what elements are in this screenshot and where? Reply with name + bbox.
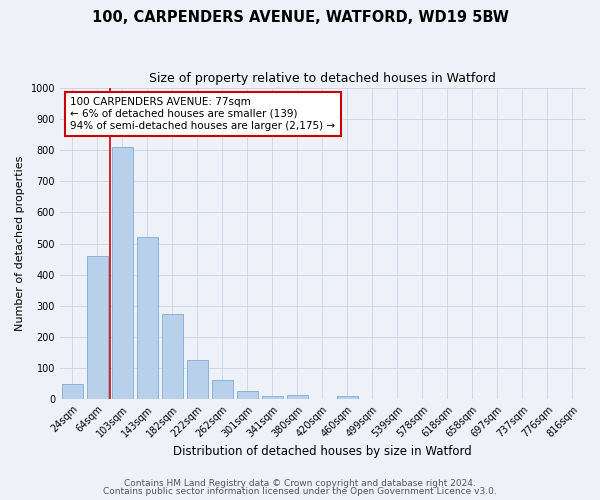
Bar	[62, 384, 83, 399]
Text: Contains HM Land Registry data © Crown copyright and database right 2024.: Contains HM Land Registry data © Crown c…	[124, 478, 476, 488]
Bar	[137, 238, 158, 399]
Bar	[162, 314, 183, 399]
Y-axis label: Number of detached properties: Number of detached properties	[15, 156, 25, 332]
Bar	[112, 147, 133, 399]
Text: 100 CARPENDERS AVENUE: 77sqm
← 6% of detached houses are smaller (139)
94% of se: 100 CARPENDERS AVENUE: 77sqm ← 6% of det…	[70, 98, 335, 130]
Bar	[212, 380, 233, 399]
Bar	[262, 396, 283, 399]
Bar	[237, 392, 258, 399]
Title: Size of property relative to detached houses in Watford: Size of property relative to detached ho…	[149, 72, 496, 86]
Bar	[187, 360, 208, 399]
Text: 100, CARPENDERS AVENUE, WATFORD, WD19 5BW: 100, CARPENDERS AVENUE, WATFORD, WD19 5B…	[92, 10, 508, 25]
Text: Contains public sector information licensed under the Open Government Licence v3: Contains public sector information licen…	[103, 487, 497, 496]
Bar	[87, 256, 108, 399]
X-axis label: Distribution of detached houses by size in Watford: Distribution of detached houses by size …	[173, 444, 472, 458]
Bar	[287, 396, 308, 399]
Bar	[337, 396, 358, 399]
